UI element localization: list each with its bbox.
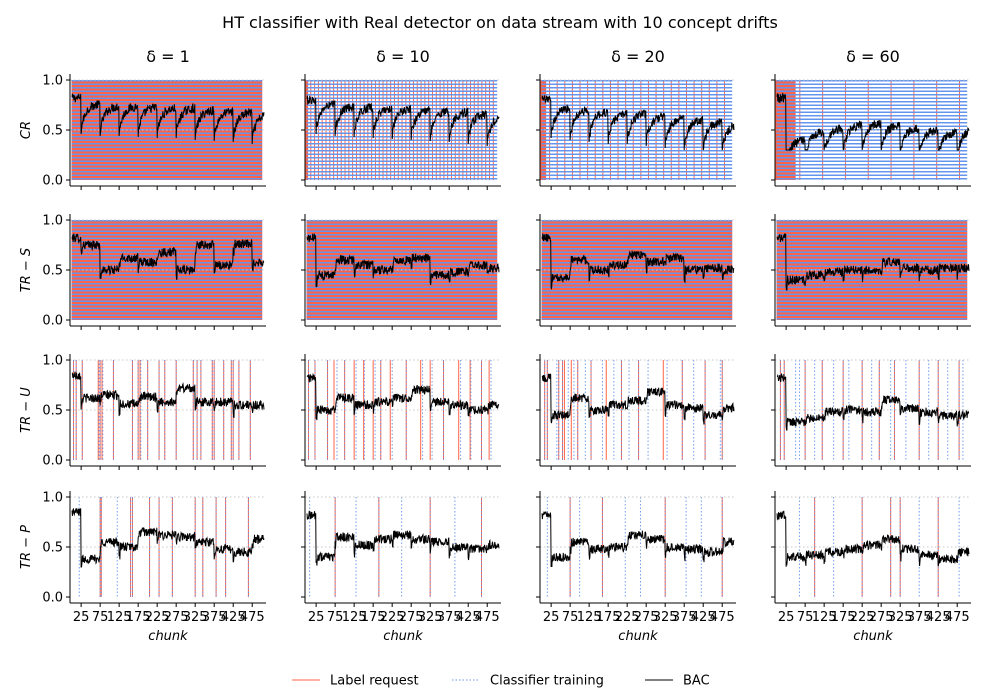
panel-r1-c1 (301, 214, 501, 330)
y-tick-label: 0.0 (42, 314, 63, 329)
column-title-3: δ = 60 (846, 47, 900, 66)
column-title-1: δ = 10 (376, 47, 430, 66)
figure-title: HT classifier with Real detector on data… (222, 13, 778, 32)
panel-r1-c2 (536, 214, 736, 330)
row-label-1: TR − S (19, 248, 34, 292)
column-title-0: δ = 1 (146, 47, 190, 66)
panel-plot-area (775, 79, 971, 180)
panel-r1-c0: 0.0 0.5 1.0 TR − S (19, 214, 266, 330)
panel-r0-c1 (301, 74, 501, 190)
bac-series-line (71, 93, 265, 145)
bac-series-line (306, 233, 500, 288)
y-tick-label: 1.0 (42, 74, 63, 89)
panel-plot-area (540, 219, 736, 320)
row-label-0: CR (19, 121, 34, 139)
panel-plot-area (540, 79, 736, 180)
bac-series-line (776, 92, 970, 152)
panel-r0-c2 (536, 74, 736, 190)
panel-r0-c0: 0.0 0.5 1.0 CR (19, 74, 266, 190)
column-title-2: δ = 20 (611, 47, 665, 66)
panel-plot-area (305, 79, 501, 180)
panel-plot-area (70, 219, 266, 320)
y-tick-label: 1.0 (42, 214, 63, 229)
bac-series-line (71, 233, 265, 280)
panel-plot-area (305, 219, 501, 320)
panel-plot-area (70, 79, 266, 180)
y-tick-label: 0.5 (42, 264, 63, 279)
bac-series-line (306, 95, 500, 147)
panels-grid: δ = 1 δ = 10 δ = 20 δ = 60 0.0 0.5 1.0 CR 0.0 0.5… (19, 47, 971, 644)
bac-series-line (541, 94, 735, 151)
y-tick-label: 0.5 (42, 124, 63, 139)
y-tick-label: 0.0 (42, 174, 63, 189)
panel-r0-c3 (771, 74, 971, 190)
